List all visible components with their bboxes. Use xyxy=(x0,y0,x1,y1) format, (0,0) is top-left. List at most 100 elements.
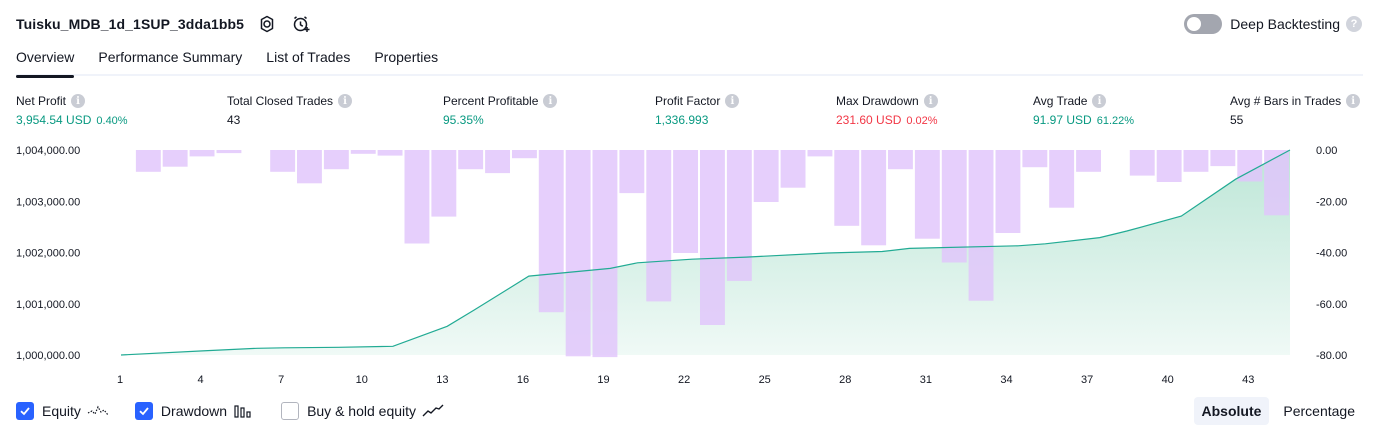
x-axis-tick-label: 19 xyxy=(597,374,609,386)
drawdown-bar xyxy=(458,150,484,170)
legend-buy-hold[interactable]: Buy & hold equity xyxy=(281,402,444,420)
left-axis-tick-label: 1,004,000.00 xyxy=(16,145,80,157)
drawdown-bar xyxy=(216,150,242,154)
drawdown-bar xyxy=(431,150,457,217)
left-axis-tick-label: 1,003,000.00 xyxy=(16,196,80,208)
x-axis-tick-label: 43 xyxy=(1242,374,1254,386)
metric-title: Percent Profitable xyxy=(443,94,539,108)
settings-gear-icon[interactable] xyxy=(256,13,278,35)
equity-area xyxy=(121,150,1290,355)
legend-equity[interactable]: Equity xyxy=(16,402,109,420)
right-axis-tick-label: -80.00 xyxy=(1316,350,1347,362)
deep-backtesting: Deep Backtesting ? xyxy=(1184,13,1362,35)
metric-value: 55 xyxy=(1230,113,1244,127)
equity-drawdown-chart[interactable]: 1,004,000.00 1,003,000.00 1,002,000.00 1,00… xyxy=(0,136,1379,391)
drawdown-bar xyxy=(270,150,296,172)
metric-value: 43 xyxy=(227,113,241,127)
x-axis-tick-label: 31 xyxy=(920,374,932,386)
equity-checkbox[interactable] xyxy=(16,402,34,420)
info-icon[interactable]: i xyxy=(1346,94,1361,108)
drawdown-bar xyxy=(592,150,618,358)
drawdown-bars-icon xyxy=(233,403,255,419)
strategy-header: Tuisku_MDB_1d_1SUP_3dda1bb5 xyxy=(16,12,312,36)
drawdown-bar xyxy=(700,150,725,325)
x-axis-tick-label: 22 xyxy=(678,374,690,386)
drawdown-bar xyxy=(1264,150,1289,216)
buy-hold-line-icon xyxy=(422,403,444,419)
deep-backtesting-toggle[interactable] xyxy=(1184,14,1223,34)
metric-value: 231.60 USD xyxy=(836,113,902,127)
drawdown-bar xyxy=(323,150,349,170)
metric-value: 91.97 USD xyxy=(1033,113,1092,127)
metric-title: Avg Trade xyxy=(1033,94,1088,108)
x-axis-tick-label: 10 xyxy=(356,374,368,386)
info-icon[interactable]: i xyxy=(923,94,938,108)
percentage-button[interactable]: Percentage xyxy=(1283,403,1355,419)
info-icon[interactable]: i xyxy=(1092,94,1107,108)
x-axis-tick-label: 40 xyxy=(1162,374,1174,386)
tab-performance-summary[interactable]: Performance Summary xyxy=(98,49,243,65)
absolute-button[interactable]: Absolute xyxy=(1193,397,1270,425)
metric-title: Total Closed Trades xyxy=(227,94,334,108)
left-axis-tick-label: 1,000,000.00 xyxy=(16,350,80,362)
drawdown-bar xyxy=(646,150,672,302)
metric-value: 1,336.993 xyxy=(655,113,709,127)
equity-label: Equity xyxy=(42,403,81,419)
metric-avg-bars-in-trades: Avg # Bars in Trades i 55 xyxy=(1230,93,1361,127)
drawdown-bar xyxy=(1183,150,1209,172)
info-icon[interactable]: i xyxy=(71,94,86,108)
tab-bar: Overview Performance Summary List of Tra… xyxy=(16,45,1363,78)
drawdown-bar xyxy=(834,150,860,226)
x-axis-tick-label: 25 xyxy=(759,374,771,386)
x-axis-tick-label: 4 xyxy=(198,374,204,386)
chart-legend: Equity Drawdown Buy & hold equity xyxy=(16,401,470,421)
drawdown-bar xyxy=(807,150,833,157)
scale-toggle: Absolute Percentage xyxy=(1188,397,1364,425)
info-icon[interactable]: i xyxy=(338,94,353,108)
drawdown-bar xyxy=(1022,150,1048,168)
tab-properties[interactable]: Properties xyxy=(374,49,439,65)
x-axis-tick-label: 34 xyxy=(1000,374,1012,386)
drawdown-bar xyxy=(1210,150,1236,167)
metric-title: Net Profit xyxy=(16,94,67,108)
info-icon[interactable]: i xyxy=(543,94,558,108)
drawdown-bar xyxy=(485,150,510,174)
buy-hold-checkbox[interactable] xyxy=(281,402,300,420)
metric-avg-trade: Avg Trade i 91.97 USD 61.22% xyxy=(1033,93,1134,127)
metric-title: Profit Factor xyxy=(655,94,721,108)
drawdown-bar xyxy=(1076,150,1101,172)
right-axis-tick-label: -60.00 xyxy=(1316,299,1347,311)
drawdown-bar xyxy=(189,150,215,157)
metric-max-drawdown: Max Drawdown i 231.60 USD 0.02% xyxy=(836,93,938,127)
x-axis-tick-label: 1 xyxy=(117,374,123,386)
help-question-icon[interactable]: ? xyxy=(1346,16,1362,32)
drawdown-bar xyxy=(914,150,940,239)
right-axis-tick-label: -40.00 xyxy=(1316,248,1347,260)
buy-hold-label: Buy & hold equity xyxy=(307,403,417,419)
metric-title: Max Drawdown xyxy=(836,94,919,108)
metric-profit-factor: Profit Factor i 1,336.993 xyxy=(655,93,740,127)
drawdown-checkbox[interactable] xyxy=(134,402,153,420)
x-axis-tick-label: 16 xyxy=(517,374,529,386)
right-axis-tick-label: -20.00 xyxy=(1316,196,1347,208)
legend-drawdown[interactable]: Drawdown xyxy=(134,402,255,420)
tab-list-of-trades[interactable]: List of Trades xyxy=(266,49,351,65)
drawdown-bar xyxy=(538,150,564,313)
drawdown-bar xyxy=(726,150,752,281)
info-icon[interactable]: i xyxy=(725,94,740,108)
drawdown-bar xyxy=(995,150,1021,233)
tab-overview[interactable]: Overview xyxy=(16,45,75,78)
drawdown-bar xyxy=(512,150,537,159)
drawdown-bar xyxy=(941,150,967,263)
metric-title: Avg # Bars in Trades xyxy=(1230,94,1342,108)
x-axis-tick-label: 28 xyxy=(839,374,851,386)
drawdown-bar xyxy=(888,150,913,170)
drawdown-bar xyxy=(673,150,698,253)
drawdown-bar xyxy=(297,150,322,184)
drawdown-bar xyxy=(619,150,645,194)
metric-percent: 61.22% xyxy=(1096,115,1135,127)
deep-backtesting-label: Deep Backtesting xyxy=(1230,16,1340,32)
drawdown-bar xyxy=(135,150,161,172)
add-alert-clock-icon[interactable] xyxy=(290,13,312,35)
right-axis-tick-label: 0.00 xyxy=(1316,145,1337,157)
